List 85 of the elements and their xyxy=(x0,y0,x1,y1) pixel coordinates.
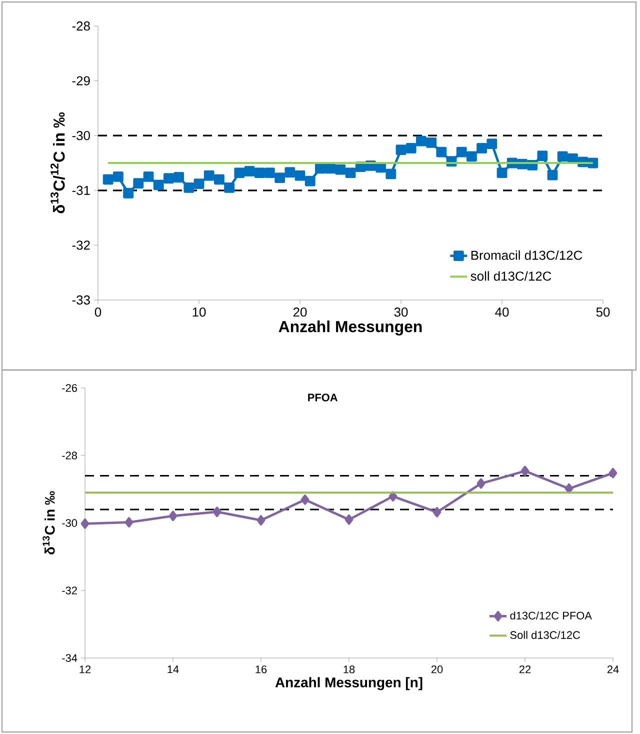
point xyxy=(396,144,406,156)
point xyxy=(194,178,204,190)
x-tick-label: 16 xyxy=(256,666,267,674)
y-tick-label: -26 xyxy=(62,384,77,392)
point xyxy=(184,182,194,193)
y-axis-title: δ$^{13}$C in ‰ xyxy=(42,491,55,554)
x-tick-label: 20 xyxy=(431,666,443,674)
point xyxy=(304,176,316,186)
chart-title: PFOA xyxy=(308,394,338,402)
point xyxy=(406,143,416,154)
x-tick-label: 50 xyxy=(596,308,610,317)
y-tick-label: -30 xyxy=(62,519,78,527)
point xyxy=(80,518,90,529)
y-tick-label: -32 xyxy=(62,586,77,594)
point xyxy=(124,517,134,528)
y-tick-label: -28 xyxy=(72,21,90,31)
x-tick-label: 12 xyxy=(80,666,91,674)
point xyxy=(174,172,184,182)
x-tick-label: 40 xyxy=(495,308,509,317)
legend-label: soll d13C/12C xyxy=(470,271,552,281)
point xyxy=(123,188,134,198)
point xyxy=(432,507,442,518)
point xyxy=(274,172,285,183)
y-tick-label: -32 xyxy=(72,240,90,250)
point xyxy=(256,515,266,526)
point xyxy=(466,151,477,162)
point xyxy=(168,510,178,522)
point xyxy=(537,150,548,162)
point xyxy=(325,163,336,174)
point xyxy=(224,182,234,193)
point xyxy=(476,478,486,489)
x-axis-title: Anzahl Messungen [n] xyxy=(275,677,422,690)
point xyxy=(204,170,214,181)
y-tick-label: -30 xyxy=(72,131,90,140)
point xyxy=(164,173,174,184)
point xyxy=(264,168,275,178)
x-tick-label: 10 xyxy=(192,308,206,317)
legend-label: d13C/12C PFOA xyxy=(510,611,592,620)
point xyxy=(294,170,306,181)
point xyxy=(456,146,467,158)
point xyxy=(547,170,558,180)
point xyxy=(496,168,508,178)
point xyxy=(436,146,447,158)
legend-label: Bromacil d13C/12C xyxy=(471,250,582,260)
point xyxy=(486,138,498,150)
point xyxy=(244,166,255,176)
point xyxy=(557,151,568,162)
point xyxy=(113,171,124,182)
point xyxy=(212,506,222,518)
point xyxy=(608,468,618,478)
point xyxy=(102,174,114,185)
x-tick-label: 30 xyxy=(394,308,408,317)
point xyxy=(214,174,224,185)
point xyxy=(476,143,487,154)
point xyxy=(234,168,245,178)
y-tick-label: -31 xyxy=(72,186,90,195)
point xyxy=(133,178,144,188)
y-tick-label: -33 xyxy=(72,295,90,305)
y-tick-label: -34 xyxy=(62,654,78,662)
point xyxy=(300,494,310,505)
y-tick-label: -28 xyxy=(62,452,77,460)
y-tick-label: -29 xyxy=(72,76,90,86)
x-axis-title: Anzahl Messungen xyxy=(278,320,422,336)
point xyxy=(416,136,426,146)
point xyxy=(388,491,398,502)
point xyxy=(315,163,326,174)
x-tick-label: 0 xyxy=(94,308,102,317)
x-tick-label: 24 xyxy=(607,666,619,674)
y-axis-title: δ$^{13}$C/$^{12}$C in ‰ xyxy=(50,112,65,214)
x-tick-label: 22 xyxy=(519,666,531,674)
point xyxy=(284,167,296,178)
point xyxy=(564,483,574,494)
point xyxy=(345,168,356,178)
x-tick-label: 18 xyxy=(344,666,355,674)
point xyxy=(386,168,396,180)
legend-label: Soll d13C/12C xyxy=(510,630,580,639)
point xyxy=(335,164,346,175)
point xyxy=(520,466,530,476)
x-tick-label: 14 xyxy=(168,666,179,674)
point xyxy=(153,180,164,190)
point xyxy=(143,171,154,182)
point xyxy=(426,138,436,148)
point xyxy=(254,168,265,178)
point xyxy=(344,514,354,525)
x-tick-label: 20 xyxy=(293,308,307,317)
